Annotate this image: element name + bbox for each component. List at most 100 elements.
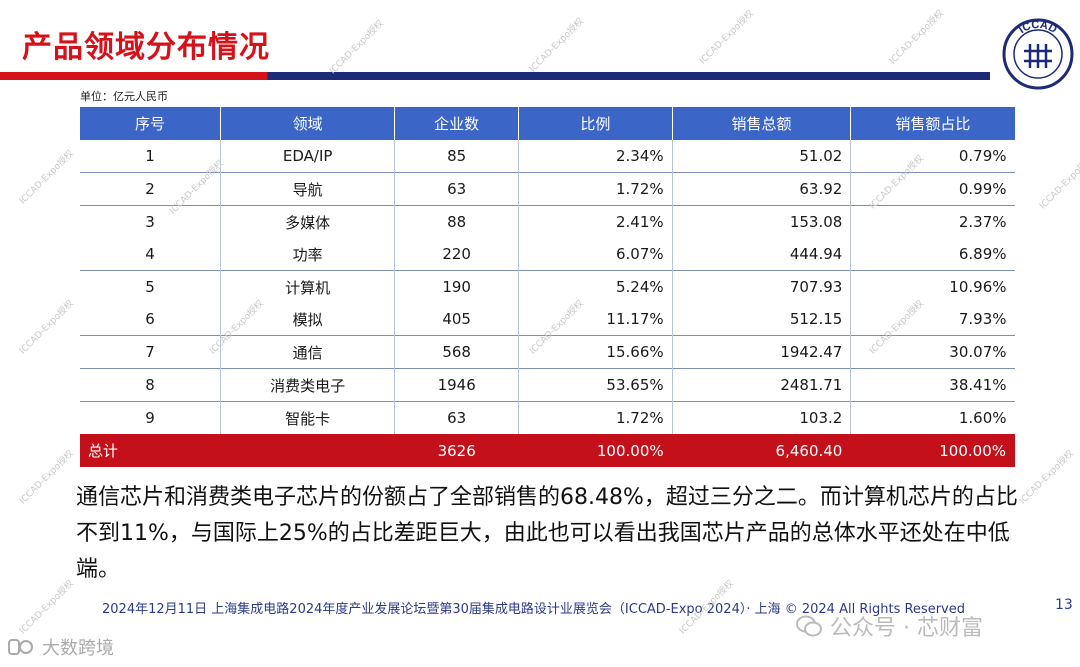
svg-text:ICCAD: ICCAD	[1017, 19, 1059, 36]
table-row: 2 导航 63 1.72% 63.92 0.99%	[80, 172, 1015, 206]
cell-index: 8	[80, 368, 222, 402]
header-index: 序号	[80, 107, 222, 140]
cell-company-count: 63	[394, 401, 520, 434]
cell-company-count: 405	[394, 303, 520, 336]
total-ratio: 100.00%	[518, 434, 673, 467]
cell-ratio: 1.72%	[518, 172, 673, 206]
footer-text: 2024年12月11日 上海集成电路2024年度产业发展论坛暨第30届集成电路设…	[102, 602, 965, 617]
table-row: 9 智能卡 63 1.72% 103.2 1.60%	[80, 401, 1015, 434]
summary-paragraph: 通信芯片和消费类电子芯片的份额占了全部销售的68.48%，超过三分之二。而计算机…	[76, 485, 1018, 582]
cell-sales-share: 0.79%	[958, 147, 1007, 165]
header-field: 领域	[220, 107, 396, 140]
cell-sales-total: 63.92	[672, 172, 852, 206]
cell-sales-total: 512.15	[672, 303, 852, 336]
unit-label: 单位：亿元人民币	[80, 90, 168, 103]
cell-ratio: 11.17%	[518, 303, 673, 336]
cell-index: 3	[80, 205, 222, 238]
total-company-count: 3626	[394, 434, 520, 467]
cell-ratio: 6.07%	[518, 238, 673, 271]
cell-sales-share: 10.96%	[850, 270, 1015, 303]
watermark: ICCAD-Expo授权	[18, 148, 76, 207]
cell-field: 模拟	[220, 303, 396, 336]
cell-company-count: 220	[394, 238, 520, 271]
cell-ratio: 53.65%	[518, 368, 673, 402]
cell-ratio: 2.41%	[518, 205, 673, 238]
page-number: 13	[1055, 597, 1073, 613]
cell-company-count: 568	[394, 335, 520, 369]
watermark: ICCAD-Expo授权	[18, 298, 76, 357]
cell-sales-share: 6.89%	[958, 245, 1007, 263]
wechat-icon	[796, 615, 822, 637]
watermark: ICCAD-Expo授权	[888, 8, 946, 67]
cell-index: 5	[80, 270, 222, 303]
cell-field: 导航	[220, 172, 396, 206]
watermark: ICCAD-Expo授权	[528, 16, 586, 75]
cell-field: 通信	[220, 335, 396, 369]
product-field-table: 序号 领域 企业数 比例 销售总额 销售额占比 1 EDA/IP 85 2.34…	[80, 107, 1015, 467]
cell-index: 4	[80, 238, 222, 271]
cell-index: 6	[80, 303, 222, 336]
wechat-watermark: 公众号 · 芯财富	[796, 610, 983, 642]
header-ratio: 比例	[518, 107, 673, 140]
cell-sales-share: 38.41%	[850, 368, 1015, 402]
watermark: ICCAD-Expo授权	[328, 18, 386, 77]
watermark: ICCAD-Expo授权	[1038, 153, 1080, 212]
table-row: 5 计算机 190 5.24% 707.93 10.96%	[80, 270, 1015, 303]
cell-sales-share: 1.60%	[850, 401, 1015, 434]
cell-ratio: 2.34%	[518, 140, 673, 173]
cell-index: 2	[80, 172, 222, 206]
cell-sales-share: 7.93%	[958, 310, 1007, 328]
cell-sales-share: 0.99%	[850, 172, 1015, 206]
header-sales-total: 销售总额	[672, 107, 852, 140]
table-header-row: 序号 领域 企业数 比例 销售总额 销售额占比	[80, 107, 1015, 140]
cell-ratio: 15.66%	[518, 335, 673, 369]
cell-index: 9	[80, 401, 222, 434]
cell-ratio: 1.72%	[518, 401, 673, 434]
cell-field: EDA/IP	[220, 140, 396, 173]
brand-icon	[8, 639, 33, 655]
brand-watermark: 大数跨境	[8, 634, 114, 660]
cell-company-count: 190	[394, 270, 520, 303]
brand-label: 大数跨境	[42, 638, 114, 659]
cell-field: 智能卡	[220, 401, 396, 434]
cell-field: 计算机	[220, 270, 396, 303]
table-row: 1 EDA/IP 85 2.34% 51.02 0.79%	[80, 140, 1015, 173]
table-row: 3 多媒体 88 2.41% 153.08 2.37%	[80, 205, 1015, 238]
cell-sales-total: 153.08	[672, 205, 852, 238]
table-total-row: 总计 3626 100.00% 6,460.40 100.00%	[80, 434, 1015, 467]
total-sales: 6,460.40	[672, 434, 852, 467]
total-sales-share: 100.00%	[850, 434, 1015, 467]
total-label: 总计	[80, 434, 222, 467]
page-title: 产品领域分布情况	[22, 30, 270, 65]
cell-field: 消费类电子	[220, 368, 396, 402]
cell-sales-total: 1942.47	[672, 335, 852, 369]
header-sales-share: 销售额占比	[850, 107, 1015, 140]
watermark: ICCAD-Expo授权	[698, 8, 756, 67]
watermark: ICCAD-Expo授权	[18, 578, 76, 637]
logo-text: ICCAD	[1017, 19, 1059, 36]
cell-field: 多媒体	[220, 205, 396, 238]
cell-sales-total: 2481.71	[672, 368, 852, 402]
cell-company-count: 63	[394, 172, 520, 206]
cell-sales-total: 444.94	[672, 238, 852, 271]
cell-sales-share: 30.07%	[850, 335, 1015, 369]
cell-index: 1	[80, 140, 222, 173]
table-row: 4 功率 220 6.07% 444.94 6.89%	[80, 238, 1015, 271]
cell-field: 功率	[220, 238, 396, 271]
watermark: ICCAD-Expo授权	[18, 448, 76, 507]
table-row: 7 通信 568 15.66% 1942.47 30.07%	[80, 335, 1015, 369]
cell-sales-total: 103.2	[672, 401, 852, 434]
iccad-logo: ICCAD	[1002, 18, 1074, 90]
cell-company-count: 85	[394, 140, 520, 173]
cell-ratio: 5.24%	[518, 270, 673, 303]
cell-sales-total: 707.93	[672, 270, 852, 303]
wechat-label: 公众号 · 芯财富	[830, 616, 983, 641]
cell-index: 7	[80, 335, 222, 369]
header-company-count: 企业数	[394, 107, 520, 140]
total-field	[220, 434, 396, 467]
title-underline-bar	[0, 72, 990, 80]
cell-sales-share: 2.37%	[850, 205, 1015, 238]
cell-sales-total: 51.02	[672, 140, 852, 173]
cell-company-count: 88	[394, 205, 520, 238]
table-row: 8 消费类电子 1946 53.65% 2481.71 38.41%	[80, 368, 1015, 402]
